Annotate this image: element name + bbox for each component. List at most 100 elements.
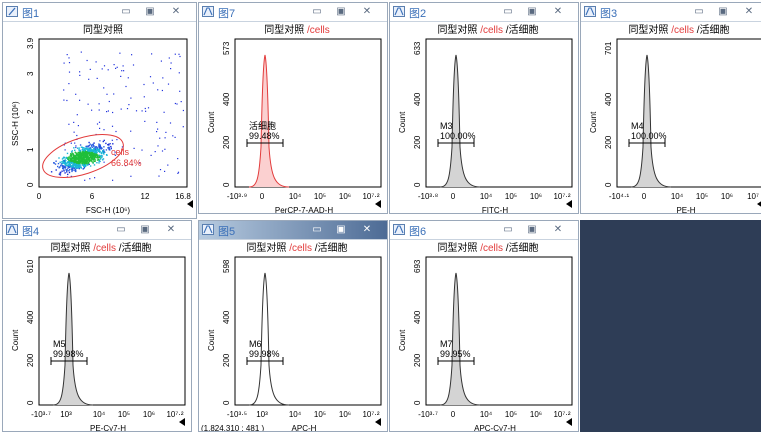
scatter-event — [102, 159, 104, 161]
window-titlebar[interactable]: 图7 ▭ ▣ ✕ — [199, 3, 387, 22]
cells-gate[interactable] — [37, 126, 128, 186]
minimize-icon[interactable]: ▭ — [503, 6, 513, 17]
gate-marker[interactable] — [246, 357, 284, 365]
scatter-event — [76, 157, 78, 159]
histogram-peak — [248, 54, 290, 188]
window-1-titlebar[interactable]: 图1 ▭ ▣ ✕ — [3, 3, 196, 22]
maximize-icon[interactable]: ▣ — [336, 6, 346, 17]
close-icon[interactable]: ✕ — [744, 6, 754, 17]
plot-title: 同型对照 /cells /活细胞 — [437, 23, 538, 36]
scatter-event — [80, 167, 82, 169]
window-3[interactable]: 图3 ▭ ▣ ✕ 同型对照 /cells /活细胞 M4 100.00% 0 20… — [580, 2, 761, 214]
scatter-event — [75, 159, 78, 161]
triangle-left-icon[interactable] — [375, 418, 381, 426]
scatter-event — [100, 152, 103, 155]
scatter-event — [98, 103, 100, 105]
gate-marker[interactable] — [437, 139, 475, 147]
maximize-icon[interactable]: ▣ — [527, 224, 537, 235]
scatter-event — [83, 165, 86, 167]
scatter-event — [92, 159, 95, 161]
gate-marker[interactable] — [50, 357, 88, 365]
scatter-event — [91, 151, 93, 154]
window-titlebar[interactable]: 图5 ▭ ▣ ✕ — [199, 221, 387, 240]
cursor-coordinates: (1,824,310 : 481 ) — [201, 424, 264, 432]
scatter-event — [103, 129, 105, 131]
gate-marker[interactable] — [437, 357, 475, 365]
triangle-left-icon[interactable] — [179, 418, 185, 426]
scatter-event — [90, 153, 92, 155]
scatter-event — [79, 74, 81, 76]
scatter-event — [105, 149, 108, 151]
triangle-left-icon[interactable] — [187, 200, 193, 208]
minimize-icon[interactable]: ▭ — [312, 6, 322, 17]
triangle-left-icon[interactable] — [757, 200, 761, 208]
scatter-event — [70, 156, 72, 158]
close-icon[interactable]: ✕ — [362, 224, 372, 235]
gate-marker[interactable] — [628, 139, 666, 147]
scatter-event — [90, 149, 92, 152]
maximize-icon[interactable]: ▣ — [718, 6, 728, 17]
scatter-event — [84, 149, 87, 152]
close-icon[interactable]: ✕ — [166, 224, 176, 235]
scatter-event — [64, 165, 66, 167]
triangle-left-icon[interactable] — [566, 200, 572, 208]
triangle-left-icon[interactable] — [566, 418, 572, 426]
close-icon[interactable]: ✕ — [171, 6, 181, 17]
window-2[interactable]: 图2 ▭ ▣ ✕ 同型对照 /cells /活细胞 M3 100.00% 0 20… — [389, 2, 579, 214]
window-titlebar[interactable]: 图3 ▭ ▣ ✕ — [581, 3, 761, 22]
scatter-event — [121, 70, 123, 72]
scatter-event — [111, 125, 114, 127]
maximize-icon[interactable]: ▣ — [145, 6, 155, 17]
minimize-icon[interactable]: ▭ — [694, 6, 704, 17]
window-6[interactable]: 图6 ▭ ▣ ✕ 同型对照 /cells /活细胞 M7 99.95% 0 200… — [389, 220, 579, 432]
maximize-icon[interactable]: ▣ — [336, 224, 346, 235]
window-1[interactable]: 图1 ▭ ▣ ✕ 同型对照 cells 66.84% 0 1 2 3 3.9 S… — [2, 2, 197, 219]
window-titlebar[interactable]: 图4 ▭ ▣ ✕ — [3, 221, 191, 240]
window-4[interactable]: 图4 ▭ ▣ ✕ 同型对照 /cells /活细胞 M5 99.98% 0 200… — [2, 220, 192, 432]
scatter-event — [168, 57, 170, 59]
scatter-event — [152, 82, 154, 84]
scatter-event — [64, 166, 67, 169]
close-icon[interactable]: ✕ — [362, 6, 372, 17]
window-5[interactable]: 图5 ▭ ▣ ✕ 同型对照 /cells /活细胞 M6 99.98% 0 200… — [198, 220, 388, 432]
scatter-event — [93, 164, 96, 166]
scatter-event — [74, 168, 77, 171]
window-titlebar[interactable]: 图6 ▭ ▣ ✕ — [390, 221, 578, 240]
minimize-icon[interactable]: ▭ — [503, 224, 513, 235]
scatter-event — [76, 164, 78, 167]
scatter-event — [158, 175, 160, 177]
minimize-icon[interactable]: ▭ — [116, 224, 126, 235]
close-icon[interactable]: ✕ — [553, 6, 563, 17]
gate-marker[interactable] — [246, 139, 284, 147]
minimize-icon[interactable]: ▭ — [121, 6, 131, 17]
scatter-event — [99, 147, 101, 150]
x-tick-label: 10⁴ — [671, 192, 684, 201]
scatter-event — [87, 155, 89, 157]
scatter-event — [89, 153, 91, 155]
x-tick-label: 10⁵ — [505, 192, 517, 201]
scatter-event — [94, 177, 96, 179]
scatter-event — [98, 148, 100, 151]
maximize-icon[interactable]: ▣ — [140, 224, 150, 235]
scatter-event — [85, 156, 87, 158]
window-7[interactable]: 图7 ▭ ▣ ✕ 同型对照 /cells 活细胞 99.48% 0 200 400… — [198, 2, 388, 214]
scatter-event — [50, 171, 53, 173]
scatter-plot[interactable]: 同型对照 cells 66.84% 0 1 2 3 3.9 SSC-H (10⁶… — [3, 21, 197, 219]
scatter-event — [87, 158, 89, 160]
maximize-icon[interactable]: ▣ — [527, 6, 537, 17]
scatter-event — [92, 150, 94, 152]
scatter-event — [109, 149, 111, 151]
window-titlebar[interactable]: 图2 ▭ ▣ ✕ — [390, 3, 578, 22]
scatter-event — [79, 71, 81, 73]
close-icon[interactable]: ✕ — [553, 224, 563, 235]
scatter-event — [120, 75, 122, 77]
histogram-window-icon — [202, 224, 214, 235]
minimize-icon[interactable]: ▭ — [312, 224, 322, 235]
triangle-left-icon[interactable] — [375, 200, 381, 208]
